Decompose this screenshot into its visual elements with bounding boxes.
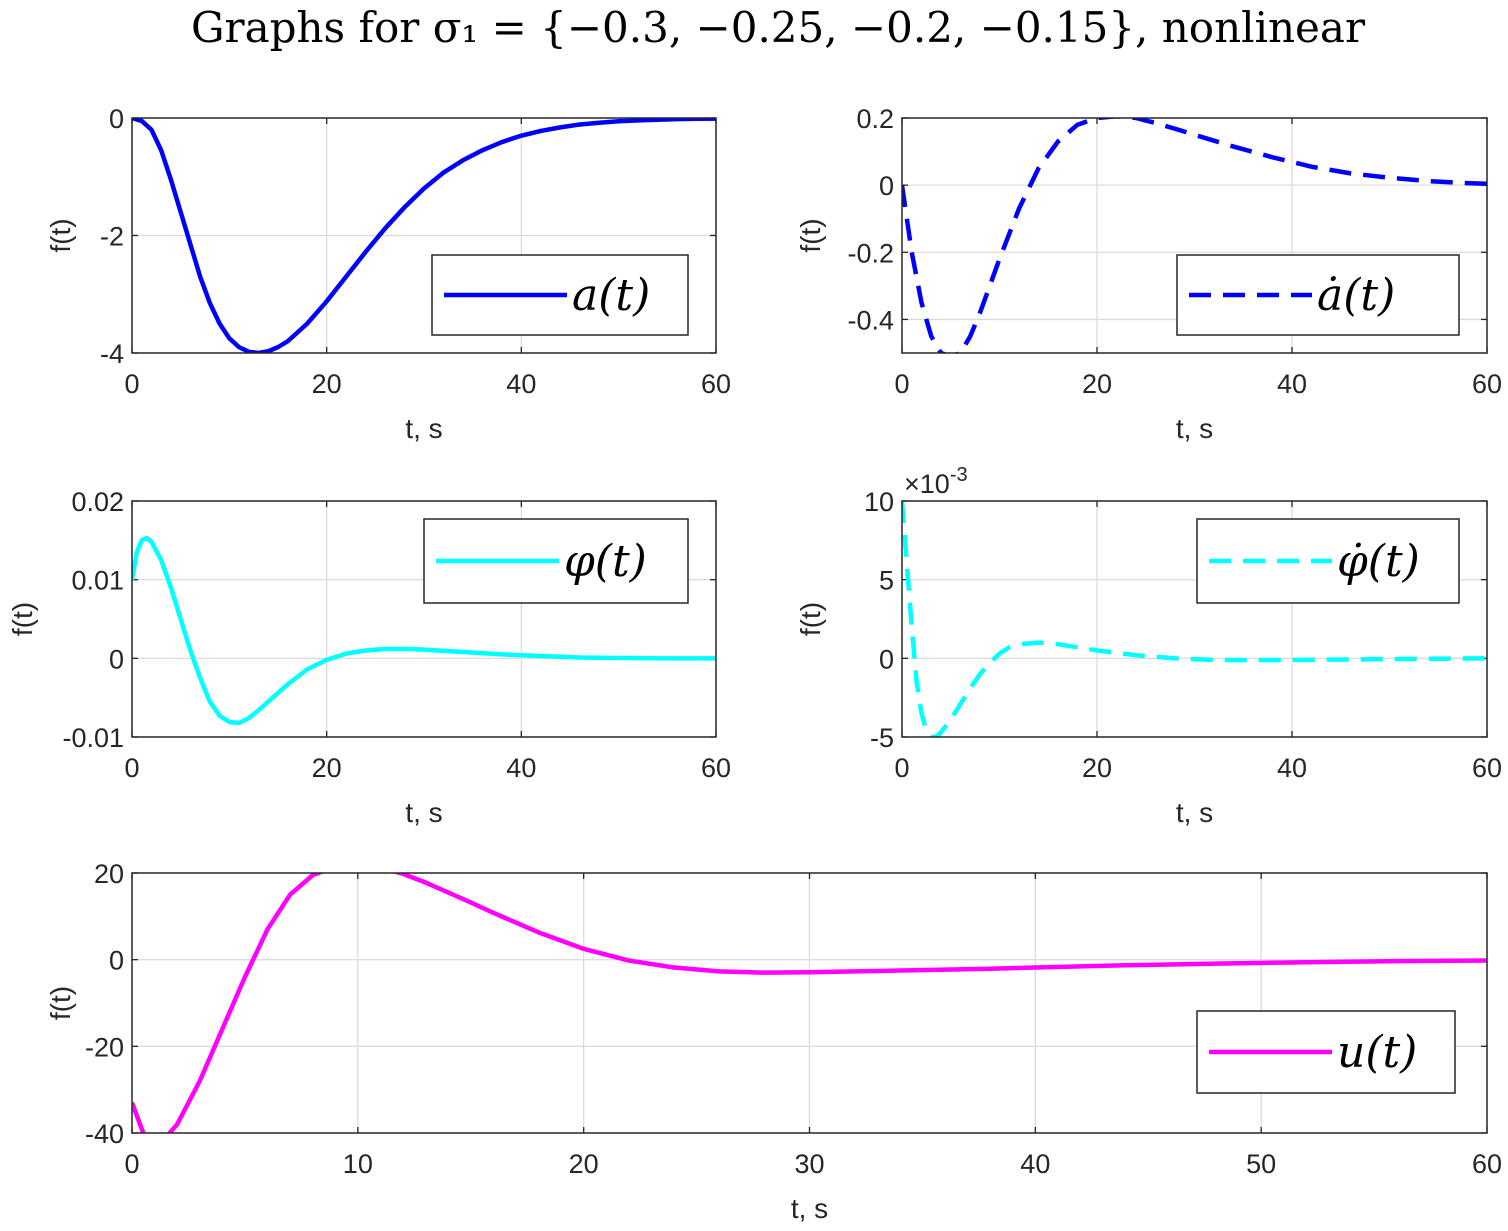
y-tick-label: -0.4 bbox=[847, 305, 894, 335]
x-tick-label: 40 bbox=[506, 369, 536, 399]
x-tick-label: 0 bbox=[894, 369, 909, 399]
legend-label: a(t) bbox=[572, 270, 650, 321]
series-line-phidot bbox=[902, 501, 1487, 737]
panel-adot: 0 20 40 60 0.2 0 -0.2 -0.4 t, s f(t) ȧ(t) bbox=[795, 104, 1502, 444]
x-tick-label: 20 bbox=[312, 753, 342, 783]
axes-frame bbox=[131, 117, 717, 354]
x-tick-label: 20 bbox=[1082, 753, 1112, 783]
legend-phi: φ(t) bbox=[423, 518, 689, 604]
series-line-adot bbox=[902, 118, 1487, 353]
y-tick-label: 0 bbox=[109, 946, 124, 976]
legend-phidot: φ̇(t) bbox=[1196, 518, 1460, 604]
x-tick-label: 20 bbox=[1082, 369, 1112, 399]
y-tick-label: -2 bbox=[100, 222, 124, 252]
x-tick-label: 0 bbox=[124, 369, 139, 399]
axes-frame bbox=[131, 872, 1488, 1134]
axes-frame bbox=[901, 500, 1488, 738]
x-tick-label: 30 bbox=[794, 1149, 824, 1179]
y-tick-label: -0.2 bbox=[847, 238, 894, 268]
panel-u: 0 10 20 30 40 50 60 20 0 -20 -40 t, s f(t) u(t) bbox=[45, 859, 1502, 1224]
x-tick-label: 60 bbox=[701, 369, 731, 399]
x-axis-label: t, s bbox=[405, 413, 442, 444]
x-tick-label: 40 bbox=[1277, 369, 1307, 399]
x-tick-label: 40 bbox=[1020, 1149, 1050, 1179]
y-tick-label: 0 bbox=[109, 104, 124, 134]
figure-title: Graphs for σ₁ = {−0.3, −0.25, −0.2, −0.1… bbox=[191, 3, 1366, 52]
y-tick-label: -4 bbox=[100, 339, 124, 369]
y-tick-label: 20 bbox=[94, 859, 124, 889]
x-tick-label: 40 bbox=[506, 753, 536, 783]
legend-label: φ(t) bbox=[564, 536, 647, 587]
x-axis-label: t, s bbox=[791, 1193, 828, 1224]
y-axis-label: f(t) bbox=[795, 602, 826, 636]
y-tick-label: 0.2 bbox=[856, 104, 894, 134]
y-tick-label: 0.02 bbox=[71, 487, 124, 517]
x-axis-label: t, s bbox=[1176, 797, 1213, 828]
y-tick-label: 10 bbox=[864, 487, 894, 517]
x-tick-label: 60 bbox=[1472, 1149, 1502, 1179]
legend-label: ȧ(t) bbox=[1317, 270, 1395, 321]
y-tick-label: -0.01 bbox=[62, 723, 124, 753]
y-tick-label: 0 bbox=[879, 171, 894, 201]
x-tick-label: 60 bbox=[701, 753, 731, 783]
series-line-phi bbox=[132, 535, 716, 726]
y-axis-label: f(t) bbox=[795, 218, 826, 252]
x-tick-label: 50 bbox=[1246, 1149, 1276, 1179]
legend-label: φ̇(t) bbox=[1337, 536, 1420, 587]
y-tick-label: -40 bbox=[85, 1119, 124, 1149]
series-line-a bbox=[132, 118, 716, 353]
y-tick-label: -5 bbox=[870, 723, 894, 753]
x-tick-label: 0 bbox=[124, 753, 139, 783]
x-tick-label: 60 bbox=[1472, 369, 1502, 399]
x-tick-label: 0 bbox=[894, 753, 909, 783]
x-tick-label: 10 bbox=[343, 1149, 373, 1179]
y-tick-label: 5 bbox=[879, 566, 894, 596]
panel-phi: 0 20 40 600.020.010-0.01t, sf(t)φ(t) bbox=[7, 487, 731, 828]
x-tick-label: 20 bbox=[569, 1149, 599, 1179]
legend-adot: ȧ(t) bbox=[1176, 254, 1460, 336]
x-tick-label: 0 bbox=[124, 1149, 139, 1179]
x-tick-label: 20 bbox=[312, 369, 342, 399]
y-axis-label: f(t) bbox=[7, 602, 38, 636]
series-line-u bbox=[132, 873, 1487, 1133]
x-axis-label: t, s bbox=[405, 797, 442, 828]
x-tick-label: 60 bbox=[1472, 753, 1502, 783]
axes-frame bbox=[131, 500, 717, 738]
legend-a: a(t) bbox=[431, 254, 689, 336]
y-tick-label: 0.01 bbox=[71, 566, 124, 596]
legend-u: u(t) bbox=[1196, 1010, 1456, 1094]
y-tick-label: 0 bbox=[109, 644, 124, 674]
x-tick-label: 40 bbox=[1277, 753, 1307, 783]
legend-label: u(t) bbox=[1337, 1027, 1417, 1078]
y-axis-label: f(t) bbox=[45, 986, 76, 1020]
y-axis-label: f(t) bbox=[45, 218, 76, 252]
exponent-label: ×10-3 bbox=[904, 464, 968, 499]
axes-frame bbox=[901, 117, 1488, 354]
y-tick-label: -20 bbox=[85, 1032, 124, 1062]
panel-a: 0 20 40 60 0 -2 -4 t, s f(t) a(t) bbox=[45, 104, 731, 444]
x-axis-label: t, s bbox=[1176, 413, 1213, 444]
y-tick-label: 0 bbox=[879, 644, 894, 674]
